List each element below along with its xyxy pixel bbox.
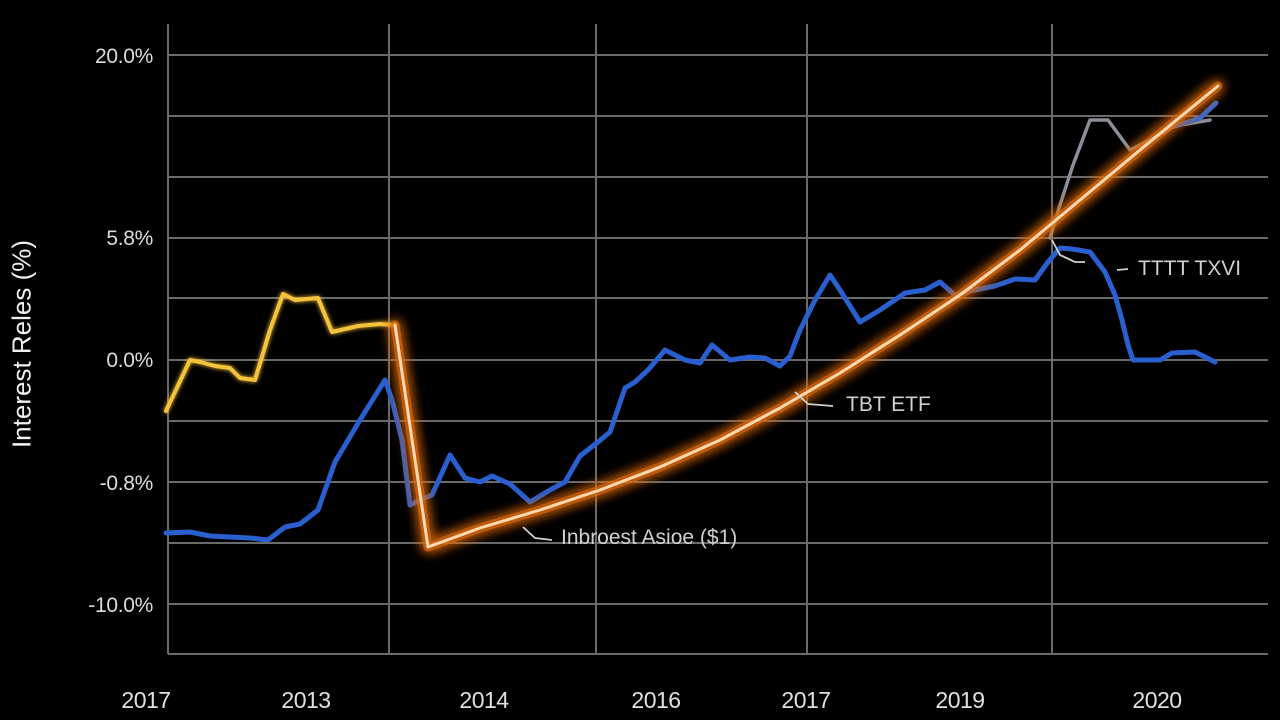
x-tick-label: 2019: [935, 687, 985, 713]
asioe-annotation: Inbroest Asioe ($1): [561, 526, 738, 549]
x-tick-label: 2016: [631, 687, 681, 713]
chart-series: [163, 81, 1223, 552]
x-tick-label: 2020: [1132, 687, 1182, 713]
tbt-etf-leader: [794, 391, 834, 407]
tttt-txvi-line: [1048, 118, 1212, 240]
y-tick-label: -10.0%: [88, 594, 153, 617]
tttt-txvi-dash: [1116, 268, 1129, 271]
tttt-txvi-leader: [1051, 239, 1085, 263]
interest-rate-yellow-line: [164, 292, 397, 413]
x-tick-label: 2017: [121, 687, 171, 713]
x-tick-label: 2013: [281, 687, 331, 713]
y-tick-label: -0.8%: [99, 472, 154, 495]
chart-grid: [167, 24, 1268, 655]
y-tick-label: 20.0%: [94, 45, 153, 68]
tbt-etf-line-tail: [1172, 100, 1219, 129]
y-axis-label: Interest Reles (%): [6, 239, 37, 449]
y-tick-label: 0.0%: [106, 349, 153, 372]
x-tick-label: 2014: [459, 687, 509, 713]
tbt-etf-annotation: TBT ETF: [846, 393, 931, 416]
x-tick-label: 2017: [781, 687, 831, 713]
y-tick-label: 5.8%: [106, 227, 153, 250]
asioe-leader: [522, 526, 553, 541]
interest-asioe-line: [393, 84, 1220, 549]
tbt-etf-line: [163, 245, 1218, 543]
tttt-txvi-annotation: TTTT TXVI: [1138, 257, 1242, 280]
